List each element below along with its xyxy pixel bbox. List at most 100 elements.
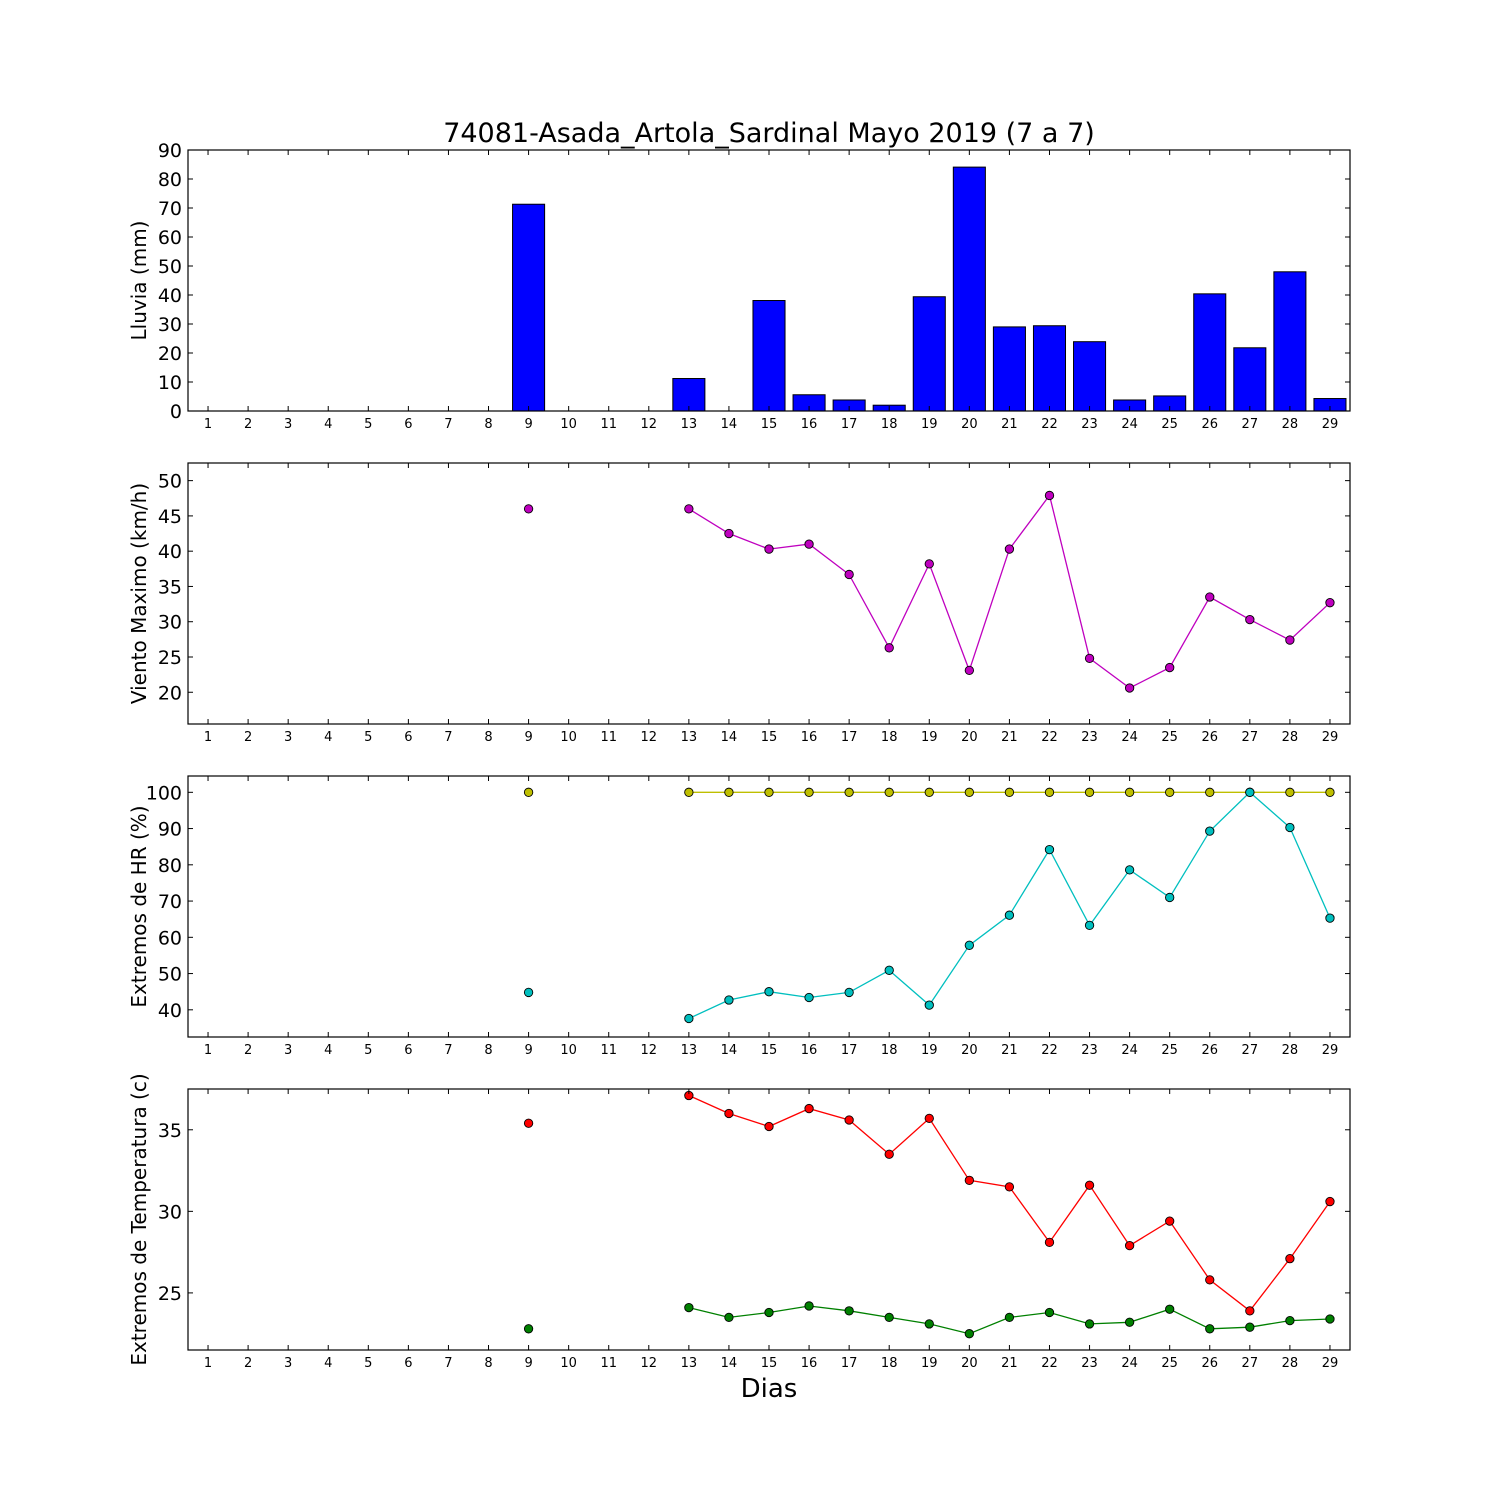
x-tick-label-28: 28 xyxy=(1282,1043,1299,1058)
x-tick-label-20: 20 xyxy=(961,1043,978,1058)
x-tick-label-15: 15 xyxy=(761,730,778,745)
x-tick-label-5: 5 xyxy=(364,1043,372,1058)
subplot-2: 1 2 3 4 5 6 7 8 9 10 11 12 13 14 15 16 17 18 19 20 21 22 23 24 2… xyxy=(127,462,1351,745)
y-tick-label-10: 10 xyxy=(158,372,182,394)
subplots: 1 2 3 4 5 6 7 8 9 10 11 12 13 14 15 16 17 18 19 20 21 22 23 24 2… xyxy=(127,140,1351,1371)
x-tick-label-14: 14 xyxy=(721,1043,738,1058)
series-2-point-day-29 xyxy=(1325,913,1335,923)
x-tick-label-15: 15 xyxy=(761,1356,778,1371)
x-tick-label-10: 10 xyxy=(560,1356,577,1371)
y-tick-label-20: 20 xyxy=(158,682,182,704)
series-2-point-day-29 xyxy=(1325,1314,1335,1324)
y-axis-label-3: Extremos de HR (%) xyxy=(127,805,151,1007)
series-1-point-day-20 xyxy=(964,1175,974,1186)
x-tick-label-14: 14 xyxy=(721,1356,738,1371)
x-tick-label-18: 18 xyxy=(881,1356,898,1371)
y-axis-label-4: Extremos de Temperatura (c) xyxy=(127,1073,151,1365)
x-tick-label-27: 27 xyxy=(1242,1043,1259,1058)
x-tick-label-2: 2 xyxy=(244,417,252,432)
plot-frame-4 xyxy=(187,1088,1351,1351)
series-1-point-day-20 xyxy=(964,665,974,676)
series-1-point-day-23 xyxy=(1084,1180,1095,1190)
x-tick-label-8: 8 xyxy=(484,730,492,745)
series-1-point-day-18 xyxy=(884,1149,894,1159)
series-2-point-day-20 xyxy=(964,940,974,950)
x-tick-label-16: 16 xyxy=(801,1356,818,1371)
series-1-point-day-16 xyxy=(804,1103,814,1114)
plot-frame-2 xyxy=(187,462,1351,725)
series-2-point-day-23 xyxy=(1084,920,1095,930)
series-1-point-day-28 xyxy=(1285,787,1295,797)
series-1-point-day-15 xyxy=(764,787,774,797)
y-tick-label-40: 40 xyxy=(158,285,182,307)
series-2-point-day-13 xyxy=(684,1013,694,1024)
y-tick-label-30: 30 xyxy=(158,612,182,634)
series-1-point-day-14 xyxy=(724,787,734,797)
y-tick-label-90: 90 xyxy=(158,140,182,162)
x-tick-label-4: 4 xyxy=(324,417,332,432)
series-2-point-day-22 xyxy=(1044,1307,1055,1318)
bar-day-21 xyxy=(992,326,1026,412)
series-1-point-day-25 xyxy=(1165,1216,1175,1226)
x-tick-label-5: 5 xyxy=(364,730,372,745)
x-tick-label-9: 9 xyxy=(524,730,532,745)
x-tick-label-13: 13 xyxy=(681,1356,698,1371)
series-2-point-day-24 xyxy=(1124,1317,1135,1327)
plot-frame-3 xyxy=(187,775,1351,1038)
subplot-1: 1 2 3 4 5 6 7 8 9 10 11 12 13 14 15 16 17 18 19 20 21 22 23 24 2… xyxy=(127,140,1351,432)
y-tick-label-70: 70 xyxy=(158,198,182,220)
series-2-point-day-22 xyxy=(1044,844,1055,855)
y-tick-label-60: 60 xyxy=(158,927,182,949)
plot-frame-1 xyxy=(187,149,1351,412)
x-tick-label-23: 23 xyxy=(1081,417,1098,432)
x-tick-label-2: 2 xyxy=(244,730,252,745)
series-1-point-day-26 xyxy=(1205,787,1215,797)
series-1-point-day-13 xyxy=(684,504,694,514)
x-tick-label-8: 8 xyxy=(484,1043,492,1058)
y-tick-label-80: 80 xyxy=(158,169,182,191)
series-2-point-day-28 xyxy=(1285,1315,1295,1326)
series-1-point-day-22 xyxy=(1044,1237,1055,1247)
series-1-point-day-27 xyxy=(1245,1306,1255,1316)
x-tick-label-12: 12 xyxy=(641,1043,658,1058)
y-tick-label-20: 20 xyxy=(158,343,182,365)
x-tick-label-10: 10 xyxy=(560,417,577,432)
x-tick-label-20: 20 xyxy=(961,1356,978,1371)
x-tick-label-15: 15 xyxy=(761,1043,778,1058)
x-tick-label-11: 11 xyxy=(600,730,617,745)
series-1-point-day-24 xyxy=(1124,787,1135,797)
x-tick-label-12: 12 xyxy=(641,1356,658,1371)
y-axis-label-2: Viento Maximo (km/h) xyxy=(127,483,151,704)
x-tick-label-18: 18 xyxy=(881,1043,898,1058)
x-tick-label-26: 26 xyxy=(1201,1043,1218,1058)
y-tick-label-25: 25 xyxy=(158,1283,182,1305)
x-tick-label-28: 28 xyxy=(1282,730,1299,745)
chart-title: 74081-Asada_Artola_Sardinal Mayo 2019 (7… xyxy=(443,118,1095,149)
x-tick-label-25: 25 xyxy=(1161,1356,1178,1371)
x-tick-label-9: 9 xyxy=(524,1043,532,1058)
x-tick-label-11: 11 xyxy=(600,417,617,432)
series-1-point-day-26 xyxy=(1205,592,1215,602)
series-1-point-day-25 xyxy=(1165,787,1175,797)
y-tick-label-40: 40 xyxy=(158,1000,182,1022)
x-tick-label-2: 2 xyxy=(244,1356,252,1371)
series-2-point-day-15 xyxy=(764,1307,774,1318)
x-tick-label-16: 16 xyxy=(801,730,818,745)
bar-day-23 xyxy=(1073,341,1107,412)
series-2-point-day-27 xyxy=(1245,1322,1255,1332)
x-tick-label-26: 26 xyxy=(1201,417,1218,432)
x-tick-label-1: 1 xyxy=(204,1356,212,1371)
x-tick-label-22: 22 xyxy=(1041,730,1058,745)
x-tick-label-3: 3 xyxy=(284,1356,292,1371)
y-tick-label-50: 50 xyxy=(158,471,182,493)
x-tick-label-3: 3 xyxy=(284,1043,292,1058)
x-tick-label-6: 6 xyxy=(404,1043,412,1058)
series-1-point-day-28 xyxy=(1285,635,1295,645)
series-1-point-day-29 xyxy=(1325,1196,1335,1207)
x-tick-label-21: 21 xyxy=(1001,1356,1018,1371)
series-1-point-day-20 xyxy=(964,787,974,797)
x-tick-label-22: 22 xyxy=(1041,1043,1058,1058)
bar-day-22 xyxy=(1032,325,1067,412)
series-1-point-day-28 xyxy=(1285,1254,1295,1264)
